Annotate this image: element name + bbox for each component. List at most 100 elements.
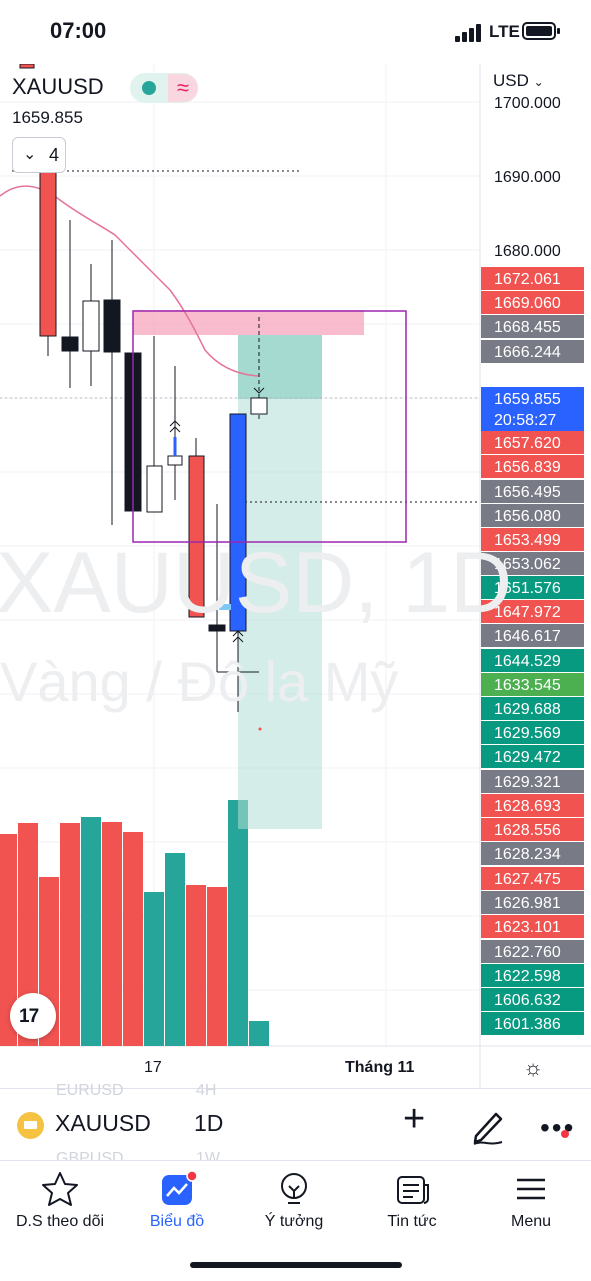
indicator-toggle-button[interactable]: ⌄ 4 [12, 137, 66, 173]
chart-symbol-title[interactable]: XAUUSD [12, 74, 104, 99]
price-tag-label: 1606.632 [494, 992, 561, 1009]
price-tag-label: 1653.062 [494, 556, 561, 573]
star-icon [42, 1172, 78, 1206]
price-tag-bg [481, 576, 584, 599]
nav-item-watchlist[interactable]: D.S theo dõi [0, 1169, 120, 1231]
rectangle-drawing[interactable] [132, 310, 407, 543]
tradingview-logo-icon[interactable]: 17 [10, 993, 56, 1039]
price-tag-bg [481, 867, 584, 890]
price-tag-label: 1669.060 [494, 295, 561, 312]
home-indicator [190, 1262, 402, 1268]
price-tag-bg [481, 721, 584, 744]
price-tag-label: 1627.475 [494, 871, 561, 888]
menu-icon [517, 1178, 545, 1200]
chart-symbol-price: 1659.855 [12, 108, 83, 127]
status-time: 07:00 [50, 18, 107, 43]
nav-item-news[interactable]: Tin tức [352, 1169, 472, 1231]
price-tag-label: 1651.576 [494, 580, 561, 597]
long-position-stop-zone[interactable] [133, 310, 364, 335]
price-tag-label: 1653.499 [494, 532, 561, 549]
ghost-symbol: EURUSD [56, 1082, 124, 1099]
more-options-icon[interactable]: ••• [540, 1112, 576, 1143]
currency-label: USD [493, 71, 529, 90]
price-tag-label: 1628.556 [494, 822, 561, 839]
drawing-pen-icon[interactable] [470, 1106, 506, 1146]
time-axis-label: Tháng 11 [345, 1059, 415, 1076]
toolbar-interval-button[interactable]: 1D [194, 1110, 224, 1136]
moving-average-line [0, 185, 260, 377]
price-tag-label: 1629.569 [494, 725, 561, 742]
nav-label: Biểu đồ [149, 1213, 205, 1230]
price-tag-label: 1644.529 [494, 653, 561, 670]
signal-icon [455, 24, 481, 42]
chart-toolbar [0, 1088, 591, 1161]
chart-settings-gear-icon[interactable]: ☼ [523, 1055, 544, 1080]
price-tag-bg [481, 818, 584, 841]
chart-icon [162, 1170, 198, 1205]
price-tag-bg [481, 480, 584, 503]
price-tick: 1700.000 [494, 95, 561, 112]
currency-selector[interactable]: USD ⌄ [493, 71, 544, 91]
nav-item-chart[interactable]: Biểu đồ [117, 1169, 237, 1231]
long-position-profit-zone[interactable] [238, 335, 322, 829]
price-tag-bg [481, 794, 584, 817]
current-price-label: 1659.855 [494, 391, 561, 408]
price-tag-bg [481, 915, 584, 938]
price-tag-bg [481, 842, 584, 865]
price-tag-label: 1633.545 [494, 677, 561, 694]
toolbar-symbol-button[interactable]: XAUUSD [55, 1110, 151, 1136]
notification-dot [561, 1130, 569, 1138]
price-tag-label: 1622.598 [494, 968, 561, 985]
price-tag-bg [481, 770, 584, 793]
watermark-description: Vàng / Đô la Mỹ [0, 650, 399, 713]
price-tag-bg [481, 291, 584, 314]
price-tag-label: 1672.061 [494, 271, 561, 288]
price-tag-bg [481, 1012, 584, 1035]
bottom-navigation: D.S theo dõi Biểu đồ Ý tưởng Tin tức [0, 1160, 591, 1281]
price-chart[interactable]: 1700.000 1690.000 1680.000 1672.061 1669.… [0, 64, 591, 1088]
gold-symbol-icon [17, 1112, 44, 1139]
price-tag-bg [481, 988, 584, 1011]
market-open-dot-icon [142, 81, 156, 95]
price-tag-bg [481, 455, 584, 478]
chevron-down-icon: ⌄ [533, 75, 544, 89]
battery-icon [522, 22, 560, 40]
price-tag-label: 1656.495 [494, 484, 561, 501]
add-plus-icon[interactable]: + [403, 1098, 426, 1140]
nav-label: Ý tưởng [264, 1213, 324, 1230]
nav-item-menu[interactable]: Menu [471, 1169, 591, 1231]
volume-bars [0, 800, 269, 1046]
candlesticks[interactable] [19, 64, 268, 731]
chart-area[interactable]: 1700.000 1690.000 1680.000 1672.061 1669.… [0, 64, 591, 1088]
price-tag-label: 1646.617 [494, 628, 561, 645]
price-tag-bg [481, 315, 584, 338]
price-tag-bg [481, 340, 584, 363]
chevron-down-icon: ⌄ [23, 146, 37, 163]
price-tag-label: 1629.321 [494, 774, 561, 791]
price-tag-label: 1647.972 [494, 604, 561, 621]
current-price-tag: 1659.855 20:58:27 [481, 387, 584, 431]
price-tag-bg [481, 649, 584, 672]
price-tag-label: 1628.693 [494, 798, 561, 815]
price-tag-label: 1626.981 [494, 895, 561, 912]
price-tag-label: 1656.080 [494, 508, 561, 525]
time-axis-label: 17 [144, 1059, 162, 1076]
price-tick: 1680.000 [494, 243, 561, 260]
price-tag-bg [481, 431, 584, 454]
nav-label: Tin tức [387, 1213, 437, 1230]
price-tag-bg [481, 600, 584, 623]
nav-item-ideas[interactable]: Ý tưởng [234, 1169, 354, 1231]
news-icon [397, 1176, 429, 1204]
nav-label: D.S theo dõi [15, 1213, 105, 1230]
nav-label: Menu [510, 1213, 552, 1230]
price-tag-label: 1656.839 [494, 459, 561, 476]
watermark-symbol: XAUUSD, 1D [0, 535, 513, 631]
price-tick: 1690.000 [494, 169, 561, 186]
price-tag-bg [481, 504, 584, 527]
price-tag-bg [481, 940, 584, 963]
market-status-pill[interactable]: ≈ [130, 73, 198, 103]
price-tag-bg [481, 697, 584, 720]
price-tag-label: 1629.688 [494, 701, 561, 718]
bulb-icon [281, 1173, 307, 1204]
ghost-interval: 4H [196, 1082, 217, 1099]
